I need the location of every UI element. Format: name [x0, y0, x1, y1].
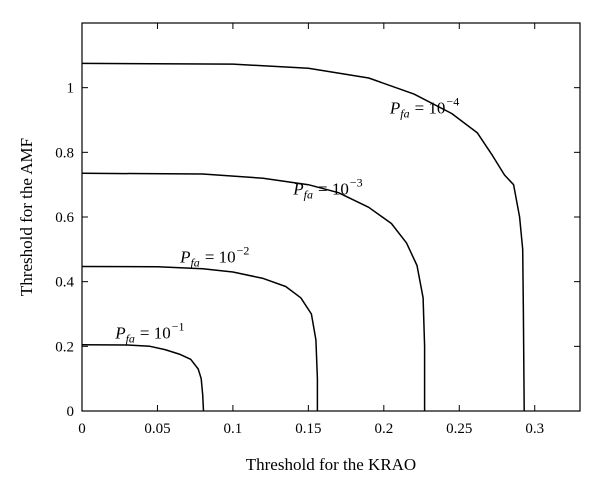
- curve-label-pfa-2: Pfa = 10−2: [179, 243, 249, 269]
- curve-label-pfa-4: Pfa = 10−4: [389, 95, 459, 121]
- y-tick-label: 0.2: [55, 339, 74, 355]
- x-tick-label: 0.25: [446, 421, 472, 437]
- x-tick-label: 0.3: [525, 421, 544, 437]
- curve-pfa-1: [81, 343, 205, 412]
- y-tick-label: 0.8: [55, 145, 74, 161]
- x-tick-label: 0.1: [224, 421, 243, 437]
- curves: [81, 62, 525, 412]
- x-tick-label: 0: [78, 421, 86, 437]
- curve-pfa-4: [81, 62, 525, 412]
- x-tick-label: 0.05: [144, 421, 170, 437]
- y-tick-label: 0: [67, 404, 75, 420]
- axis-ticks: 0 0.05 0.1 0.15 0.2 0.25 0.3 0 0.2 0.4 0.6 0.8 1: [55, 23, 580, 437]
- y-axis-label: Threshold for the AMF: [17, 138, 36, 296]
- y-tick-label: 1: [67, 81, 75, 97]
- curve-label-pfa-3: Pfa = 10−3: [292, 175, 362, 201]
- y-tick-label: 0.6: [55, 210, 74, 226]
- curve-label-pfa-1: Pfa = 10−1: [114, 319, 184, 345]
- y-tick-label: 0.4: [55, 275, 74, 291]
- x-tick-label: 0.2: [374, 421, 393, 437]
- annotations: Pfa = 10−1 Pfa = 10−2 Pfa = 10−3 Pfa = 10−4: [114, 95, 459, 346]
- plot-frame: [81, 22, 581, 412]
- curve-pfa-3: [81, 172, 426, 411]
- x-tick-label: 0.15: [295, 421, 321, 437]
- curve-pfa-2: [81, 265, 319, 411]
- x-axis-label: Threshold for the KRAO: [246, 455, 416, 474]
